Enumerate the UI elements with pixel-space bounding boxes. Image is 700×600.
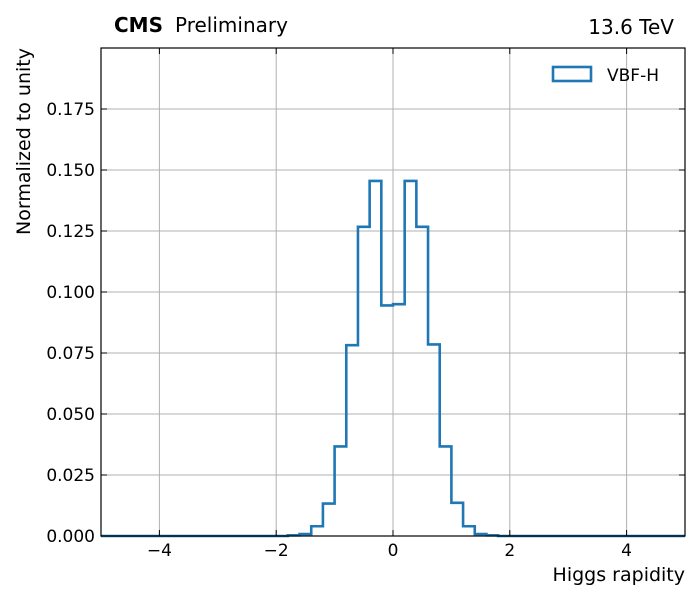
y-tick-label: 0.150: [46, 161, 95, 181]
x-axis-title: Higgs rapidity: [553, 564, 685, 586]
status-label: Preliminary: [175, 13, 288, 37]
y-tick-label: 0.025: [46, 466, 95, 486]
y-tick-label: 0.000: [46, 527, 95, 547]
legend-swatch-vbf-h: [551, 65, 593, 83]
y-tick-label: 0.175: [46, 100, 95, 120]
y-tick-label: 0.100: [46, 283, 95, 303]
grid: [101, 48, 685, 537]
y-tick-label: 0.075: [46, 344, 95, 364]
y-tick-label: 0.125: [46, 222, 95, 242]
legend: VBF-H: [551, 65, 659, 86]
x-tick-label: 0: [388, 541, 399, 561]
experiment-label: CMS: [114, 13, 163, 37]
y-axis-title: Normalized to unity: [13, 48, 35, 235]
x-tick-label: 4: [621, 541, 632, 561]
y-tick-label: 0.050: [46, 405, 95, 425]
x-tick-label: −4: [147, 541, 172, 561]
x-tick-label: 2: [504, 541, 515, 561]
legend-label-vbf-h: VBF-H: [607, 66, 659, 86]
x-tick-label: −2: [264, 541, 289, 561]
ticks: −4 −2 0 2 4 0.000 0.025 0.050 0.075 0.100 0.125 0.1…: [46, 48, 685, 561]
energy-label: 13.6 TeV: [588, 15, 674, 39]
